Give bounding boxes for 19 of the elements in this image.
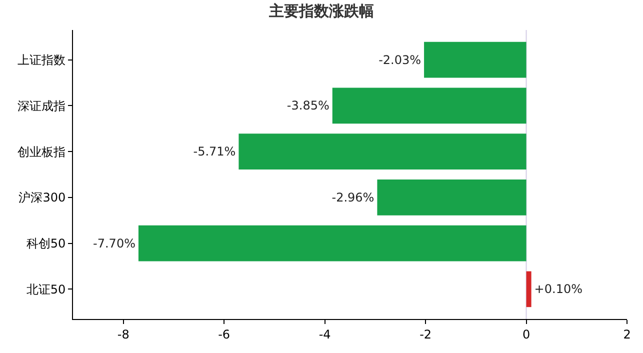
data-label: -7.70%: [93, 236, 136, 250]
data-label: -3.85%: [286, 98, 330, 113]
x-tick-label: -4: [318, 327, 331, 342]
y-tick-label: 创业板指: [18, 144, 66, 159]
chart-title: 主要指数涨跌幅: [268, 2, 374, 20]
x-tick-label: -2: [420, 327, 432, 342]
data-label: +0.10%: [534, 282, 582, 296]
y-tick-label: 上证指数: [18, 53, 66, 68]
data-label: -5.71%: [193, 144, 236, 159]
data-label: -2.96%: [332, 190, 374, 204]
x-tick-label: -8: [117, 327, 130, 342]
x-tick-label: 0: [522, 327, 530, 342]
y-tick-label: 深证成指: [18, 98, 66, 113]
y-tick-label: 沪深300: [18, 190, 66, 205]
y-tick-label: 北证50: [26, 282, 66, 296]
x-tick-label: 2: [623, 327, 631, 342]
data-label: -2.03%: [378, 52, 422, 67]
x-tick-label: -6: [218, 327, 230, 342]
y-tick-label: 科创50: [26, 236, 66, 251]
